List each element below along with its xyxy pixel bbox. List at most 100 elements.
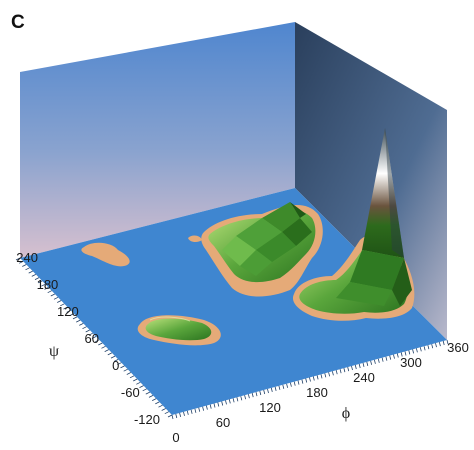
edge-tick-mark: [290, 382, 292, 387]
edge-tick-mark: [240, 396, 243, 401]
edge-tick-mark: [351, 365, 353, 371]
edge-tick-mark: [293, 381, 296, 386]
edge-tick-mark: [190, 409, 193, 414]
edge-tick-mark: [236, 397, 239, 402]
edge-tick-mark: [79, 323, 84, 326]
edge-tick-mark: [358, 363, 361, 369]
edge-tick-mark: [416, 348, 418, 353]
edge-tick-mark: [145, 391, 150, 395]
edge-tick-mark: [164, 411, 169, 415]
edge-tick-mark: [209, 404, 212, 409]
edge-tick-mark: [259, 390, 262, 396]
edge-tick-mark: [101, 345, 106, 349]
psi-tick-label: -60: [121, 385, 140, 400]
edge-tick-mark: [377, 358, 380, 363]
edge-tick-mark: [53, 296, 59, 300]
edge-tick-mark: [328, 372, 330, 377]
edge-tick-mark: [69, 313, 74, 316]
island-peak: [292, 128, 415, 321]
edge-tick-mark: [175, 413, 178, 419]
edge-tick-mark: [309, 377, 311, 382]
edge-tick-mark: [95, 339, 100, 343]
edge-tick-mark: [427, 345, 430, 350]
edge-tick-mark: [66, 309, 71, 313]
edge-tick-mark: [41, 283, 46, 287]
edge-tick-mark: [91, 336, 97, 339]
edge-tick-mark: [312, 376, 315, 381]
psi-tick-label: 60: [85, 331, 99, 346]
edge-tick-mark: [248, 394, 250, 399]
edge-tick-mark: [110, 355, 116, 359]
island-speck: [188, 235, 202, 243]
edge-tick-mark: [354, 364, 357, 370]
island-small-top: [81, 242, 130, 267]
edge-tick-mark: [161, 408, 166, 411]
edge-tick-mark: [225, 400, 227, 405]
phi-tick-label: 300: [400, 355, 422, 370]
edge-tick-mark: [142, 388, 147, 392]
edge-tick-mark: [25, 267, 30, 271]
edge-tick-mark: [82, 326, 87, 330]
psi-tick-label: 180: [37, 277, 59, 292]
edge-tick-mark: [104, 349, 109, 352]
edge-tick-mark: [206, 405, 208, 410]
island-central: [201, 202, 323, 297]
side-wall: [295, 22, 447, 340]
edge-tick-mark: [38, 280, 43, 284]
edge-tick-mark: [19, 260, 24, 264]
phi-tick-label: 240: [353, 370, 375, 385]
edge-tick-mark: [374, 359, 376, 364]
edge-tick-mark: [393, 354, 395, 359]
edge-tick-mark: [63, 306, 68, 310]
edge-tick-mark: [381, 357, 384, 362]
edge-tick-mark: [362, 362, 365, 367]
edge-tick-mark: [57, 300, 62, 303]
edge-tick-mark: [366, 361, 369, 366]
edge-tick-mark: [155, 401, 160, 405]
phi-tick-label: 120: [259, 400, 281, 415]
edge-tick-mark: [297, 380, 300, 385]
edge-tick-mark: [270, 387, 273, 392]
edge-tick-mark: [88, 332, 93, 336]
edge-tick-mark: [286, 383, 288, 388]
phi-tick-label: 60: [216, 415, 230, 430]
edge-tick-mark: [213, 403, 216, 408]
psi-tick-labels: 240 180 120 60 0-60 -120: [16, 250, 160, 427]
edge-tick-mark: [431, 344, 434, 349]
psi-tick-label: 240: [16, 250, 38, 265]
edge-tick-mark: [347, 367, 350, 372]
edge-tick-mark: [339, 369, 342, 374]
edge-tick-mark: [370, 360, 372, 365]
edge-tick-mark: [194, 408, 197, 413]
edge-tick-mark: [186, 410, 189, 415]
edge-tick-mark: [129, 375, 135, 379]
island-lower-left: [137, 315, 221, 346]
edge-tick-mark: [133, 378, 138, 382]
edge-tick-mark: [31, 274, 36, 277]
edge-tick-mark: [167, 414, 173, 418]
edge-tick-mark: [34, 277, 40, 280]
edge-tick-mark: [332, 371, 334, 376]
edge-tick-mark: [396, 353, 399, 358]
edge-tick-mark: [278, 385, 281, 390]
phi-tick-label: 180: [306, 385, 328, 400]
psi-tick-label: -120: [134, 412, 160, 427]
edge-tick-mark: [263, 389, 266, 395]
edge-tick-mark: [72, 316, 78, 320]
edge-tick-mark: [343, 368, 346, 373]
edge-tick-mark: [120, 365, 125, 369]
edge-tick-mark: [316, 375, 319, 380]
edge-tick-mark: [435, 343, 437, 348]
edge-tick-mark: [251, 393, 254, 398]
edge-tick-mark: [404, 351, 407, 356]
edge-tick-mark: [442, 340, 445, 346]
edge-tick-mark: [221, 401, 224, 406]
edge-tick-mark: [152, 398, 157, 401]
edge-tick-mark: [47, 290, 52, 294]
edge-tick-mark: [400, 352, 403, 357]
edge-tick-mark: [412, 349, 414, 354]
edge-tick-mark: [85, 329, 90, 333]
edge-tick-mark: [389, 355, 392, 360]
edge-tick-mark: [28, 270, 33, 274]
